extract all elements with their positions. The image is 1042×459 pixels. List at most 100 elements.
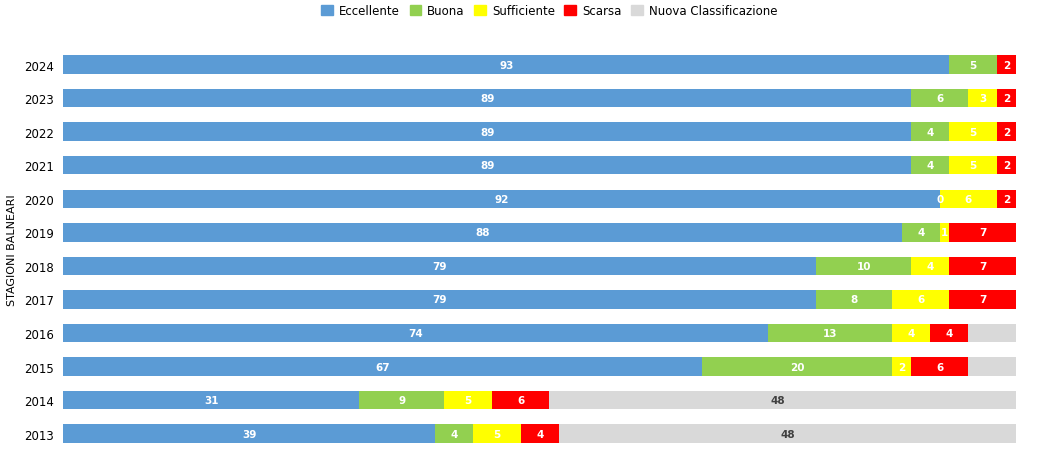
Bar	[892, 324, 931, 342]
Bar	[64, 324, 768, 342]
Bar	[997, 190, 1016, 208]
Text: 31: 31	[204, 395, 219, 405]
Bar	[949, 123, 997, 141]
Text: 48: 48	[771, 395, 786, 405]
Bar	[901, 224, 940, 242]
Bar	[492, 391, 549, 409]
Bar	[911, 257, 949, 275]
Bar	[940, 224, 949, 242]
Text: 79: 79	[432, 261, 447, 271]
Text: 4: 4	[946, 328, 953, 338]
Text: 4: 4	[908, 328, 915, 338]
Text: 6: 6	[936, 362, 943, 372]
Bar	[64, 190, 1016, 208]
Legend: Eccellente, Buona, Sufficiente, Scarsa, Nuova Classificazione: Eccellente, Buona, Sufficiente, Scarsa, …	[317, 0, 782, 22]
Y-axis label: STAGIONI BALNEARI: STAGIONI BALNEARI	[7, 194, 17, 305]
Bar	[931, 324, 968, 342]
Text: 5: 5	[969, 127, 976, 137]
Bar	[949, 56, 997, 75]
Bar	[64, 257, 816, 275]
Text: 7: 7	[979, 295, 987, 305]
Bar	[940, 190, 997, 208]
Bar	[64, 291, 816, 309]
Bar	[701, 358, 892, 376]
Bar	[64, 425, 1016, 443]
Bar	[358, 391, 445, 409]
Text: 89: 89	[480, 161, 495, 171]
Text: 9: 9	[398, 395, 405, 405]
Bar	[911, 90, 968, 108]
Text: 4: 4	[917, 228, 924, 238]
Text: 3: 3	[979, 94, 987, 104]
Text: 39: 39	[242, 429, 256, 439]
Bar	[64, 358, 1016, 376]
Bar	[521, 425, 559, 443]
Bar	[949, 257, 1016, 275]
Bar	[997, 123, 1016, 141]
Bar	[768, 324, 892, 342]
Bar	[997, 157, 1016, 175]
Bar	[997, 56, 1016, 75]
Bar	[816, 291, 892, 309]
Bar	[64, 190, 940, 208]
Text: 5: 5	[493, 429, 500, 439]
Bar	[64, 90, 1016, 108]
Bar	[949, 224, 1016, 242]
Bar	[445, 391, 492, 409]
Text: 10: 10	[857, 261, 871, 271]
Bar	[64, 391, 358, 409]
Text: 4: 4	[926, 261, 934, 271]
Text: 0: 0	[936, 194, 943, 204]
Bar	[968, 90, 997, 108]
Bar	[64, 123, 911, 141]
Text: 6: 6	[917, 295, 924, 305]
Bar	[911, 358, 968, 376]
Bar	[64, 257, 1016, 275]
Text: 2: 2	[898, 362, 905, 372]
Bar	[949, 157, 997, 175]
Text: 6: 6	[517, 395, 524, 405]
Text: 93: 93	[499, 61, 514, 70]
Bar	[949, 291, 1016, 309]
Text: 7: 7	[979, 228, 987, 238]
Bar	[64, 123, 1016, 141]
Text: 1: 1	[941, 228, 948, 238]
Bar	[911, 123, 949, 141]
Text: 2: 2	[1002, 94, 1010, 104]
Bar	[64, 324, 1016, 342]
Text: 92: 92	[495, 194, 508, 204]
Text: 74: 74	[408, 328, 423, 338]
Bar	[64, 425, 435, 443]
Text: 6: 6	[936, 94, 943, 104]
Text: 2: 2	[1002, 127, 1010, 137]
Text: 5: 5	[969, 61, 976, 70]
Text: 4: 4	[926, 127, 934, 137]
Bar	[64, 391, 1016, 409]
Bar	[64, 56, 1016, 75]
Text: 48: 48	[780, 429, 795, 439]
Text: 13: 13	[823, 328, 838, 338]
Bar	[816, 257, 911, 275]
Text: 5: 5	[969, 161, 976, 171]
Text: 89: 89	[480, 127, 495, 137]
Bar	[64, 90, 911, 108]
Text: 7: 7	[979, 261, 987, 271]
Text: 2: 2	[1002, 161, 1010, 171]
Text: 4: 4	[926, 161, 934, 171]
Bar	[892, 358, 911, 376]
Text: 4: 4	[450, 429, 457, 439]
Text: 4: 4	[536, 429, 544, 439]
Bar	[64, 157, 1016, 175]
Bar	[64, 224, 1016, 242]
Text: 79: 79	[432, 295, 447, 305]
Bar	[997, 90, 1016, 108]
Text: 67: 67	[375, 362, 390, 372]
Text: 8: 8	[850, 295, 858, 305]
Text: 2: 2	[1002, 61, 1010, 70]
Bar	[892, 291, 949, 309]
Text: 89: 89	[480, 94, 495, 104]
Bar	[64, 224, 901, 242]
Bar	[64, 291, 1016, 309]
Text: 20: 20	[790, 362, 804, 372]
Bar	[473, 425, 521, 443]
